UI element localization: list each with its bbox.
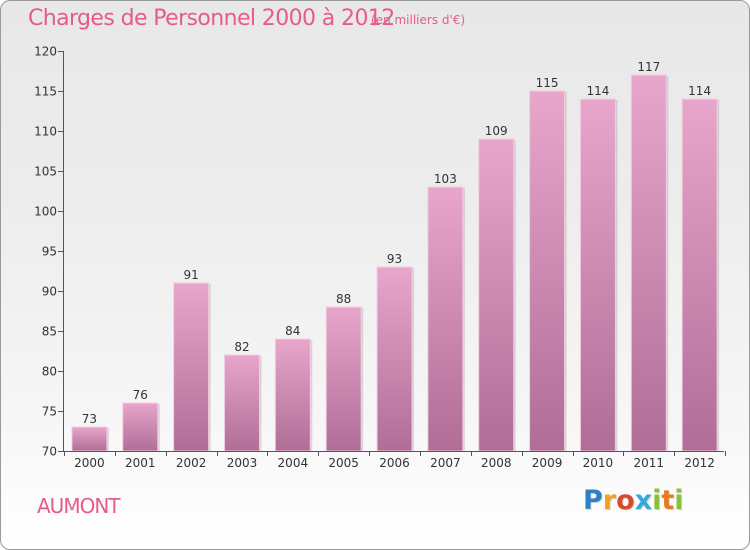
x-tick-label: 2011 [634, 456, 665, 470]
chart-title: Charges de Personnel 2000 à 2012 [28, 6, 395, 31]
bar-2001 [122, 402, 159, 452]
x-tick-label: 2002 [176, 456, 207, 470]
y-tick-label: 90 [42, 285, 57, 299]
y-tick-label: 75 [42, 405, 57, 419]
bar-2005 [325, 306, 362, 452]
bar-2007 [427, 186, 464, 452]
x-tick-label: 2009 [532, 456, 563, 470]
bar-2010 [579, 98, 616, 452]
y-tick-label: 95 [42, 245, 57, 259]
data-label: 76 [133, 388, 148, 402]
data-label: 73 [82, 412, 97, 426]
data-label: 114 [688, 84, 711, 98]
data-label: 84 [285, 324, 300, 338]
data-label: 82 [234, 340, 249, 354]
x-tick-label: 2007 [430, 456, 461, 470]
bar-2004 [274, 338, 311, 452]
y-tick-label: 105 [34, 165, 57, 179]
data-label: 109 [485, 124, 508, 138]
x-tick-label: 2004 [278, 456, 309, 470]
proxiti-logo: Proxiti [583, 485, 684, 516]
data-label: 114 [586, 84, 609, 98]
y-tick-label: 100 [34, 205, 57, 219]
logo-letter: r [602, 485, 617, 516]
x-tick-label: 2000 [74, 456, 105, 470]
data-label: 91 [183, 268, 198, 282]
bar-2008 [478, 138, 515, 452]
x-tick-label: 2008 [481, 456, 512, 470]
data-label: 93 [387, 252, 402, 266]
data-label: 115 [536, 76, 559, 90]
bar-2000 [71, 426, 108, 452]
y-tick-label: 110 [34, 125, 57, 139]
y-tick-label: 70 [42, 445, 57, 459]
data-label: 103 [434, 172, 457, 186]
bar-2011 [630, 74, 667, 452]
x-tick-label: 2001 [125, 456, 156, 470]
logo-letter: P [583, 485, 603, 516]
y-tick-label: 115 [34, 85, 57, 99]
x-tick-label: 2010 [583, 456, 614, 470]
chart-subtitle: (en milliers d'€) [371, 13, 466, 27]
x-tick-label: 2005 [328, 456, 359, 470]
place-name: AUMONT [37, 494, 120, 518]
bar-2006 [376, 266, 413, 452]
x-tick-label: 2012 [684, 456, 715, 470]
bar-2003 [223, 354, 260, 452]
data-label: 88 [336, 292, 351, 306]
x-tick-label: 2006 [379, 456, 410, 470]
bar-2002 [173, 282, 210, 452]
logo-letter: i [652, 485, 662, 516]
logo-letter: t [661, 485, 675, 516]
data-label: 117 [637, 60, 660, 74]
y-tick-label: 80 [42, 365, 57, 379]
logo-letter: i [674, 485, 684, 516]
x-tick-label: 2003 [227, 456, 258, 470]
bar-2009 [529, 90, 566, 452]
y-tick-label: 120 [34, 45, 57, 59]
bar-2012 [681, 98, 718, 452]
logo-letter: o [616, 485, 635, 516]
logo-letter: x [634, 485, 653, 516]
y-tick-label: 85 [42, 325, 57, 339]
